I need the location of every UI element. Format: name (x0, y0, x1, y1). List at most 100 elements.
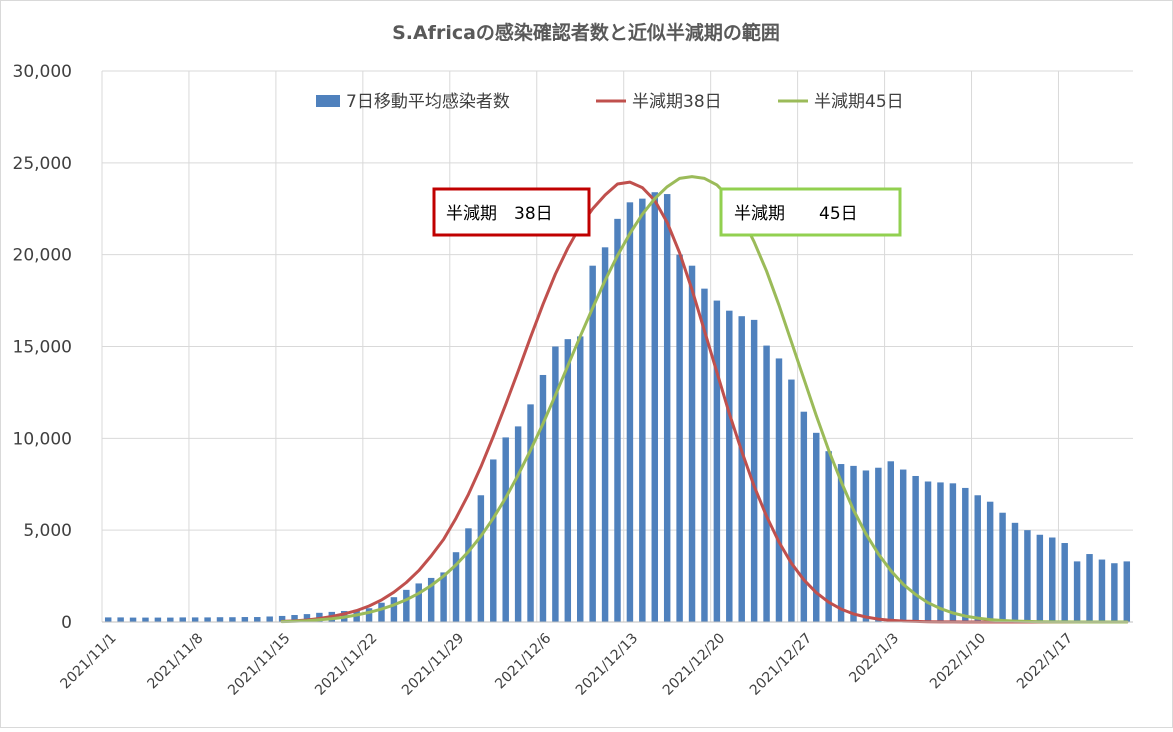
bar (390, 597, 398, 622)
bar (850, 465, 857, 622)
bar (291, 615, 298, 622)
legend-swatch-bars (316, 95, 340, 107)
line-halflife-45 (280, 175, 1129, 624)
bar (452, 552, 460, 622)
bar-series (104, 192, 1131, 623)
bar (738, 316, 745, 622)
y-tick-label: 5,000 (23, 521, 72, 541)
bar (962, 487, 969, 622)
bar (564, 339, 572, 622)
bar (365, 608, 373, 622)
bar (502, 437, 509, 622)
bar (477, 495, 485, 622)
bar (614, 218, 621, 622)
bar (899, 469, 907, 622)
bar (974, 495, 981, 622)
bar (229, 617, 236, 622)
bar (204, 617, 211, 622)
bar (639, 198, 646, 623)
bar (104, 617, 112, 622)
bar (887, 461, 895, 622)
bar (1011, 522, 1019, 622)
legend: 7日移動平均感染者数 半減期38日 半減期45日 (316, 92, 904, 112)
bar (1086, 554, 1093, 622)
bar (924, 481, 932, 622)
bar (837, 464, 845, 622)
bar (427, 577, 435, 622)
bar (216, 617, 224, 622)
bar (1123, 561, 1131, 622)
bar (912, 475, 919, 622)
bar (788, 379, 795, 622)
bar (1024, 530, 1031, 622)
bar (726, 310, 733, 622)
legend-label: 7日移動平均感染者数 (346, 92, 510, 112)
bar (775, 358, 783, 622)
gridlines (101, 70, 1133, 622)
bar (800, 411, 808, 622)
bar (440, 572, 447, 622)
bar (191, 617, 199, 622)
bar (117, 617, 124, 622)
bar (626, 202, 634, 623)
chart-title: S.Africaの感染確認者数と近似半減期の範囲 (392, 21, 780, 44)
bar (527, 404, 534, 622)
bar (179, 617, 186, 622)
bar (701, 288, 708, 622)
bar (1073, 561, 1081, 622)
annotation-box-38 (432, 187, 591, 237)
bar (303, 614, 311, 622)
bar (465, 528, 472, 622)
bar (813, 432, 820, 622)
bar (1111, 563, 1118, 622)
bar (1098, 559, 1106, 622)
y-tick-label: 25,000 (13, 154, 72, 174)
bar (278, 615, 286, 622)
bar (949, 483, 957, 622)
bar (266, 616, 273, 622)
bar (986, 501, 994, 622)
bar (713, 300, 721, 622)
annotation-label: 半減期 45日 (734, 204, 858, 224)
bar (403, 589, 410, 622)
annotation-box-45 (719, 187, 902, 237)
y-tick-label: 30,000 (13, 62, 72, 82)
legend-label: 半減期45日 (814, 92, 904, 112)
bar (999, 512, 1006, 622)
bar (676, 254, 683, 622)
bar (378, 602, 385, 622)
y-tick-label: 20,000 (13, 246, 72, 266)
y-tick-label: 10,000 (13, 429, 72, 449)
bar (651, 192, 658, 622)
bar (1049, 537, 1056, 622)
bar (539, 374, 547, 622)
annotation-label: 半減期 38日 (446, 204, 553, 224)
bar (241, 617, 249, 622)
annotations: 半減期 38日 半減期 45日 (432, 187, 902, 237)
bar (750, 319, 758, 622)
legend-label: 半減期38日 (632, 92, 722, 112)
bar (552, 346, 559, 622)
bar (142, 617, 149, 622)
bar (663, 194, 671, 622)
bar (937, 482, 944, 622)
bar (490, 459, 497, 622)
y-tick-label: 0 (61, 613, 72, 633)
bar (1036, 534, 1044, 622)
bar (254, 617, 261, 622)
bar (763, 345, 770, 622)
bar (415, 583, 422, 622)
bar (154, 617, 162, 622)
bar (167, 617, 174, 622)
bar (1061, 543, 1068, 622)
bar (601, 247, 609, 622)
bar (589, 265, 596, 622)
bar (825, 451, 832, 622)
bar (862, 470, 870, 622)
bar (514, 426, 522, 622)
bar (875, 467, 882, 622)
bar (577, 336, 584, 622)
y-tick-label: 15,000 (13, 338, 72, 358)
